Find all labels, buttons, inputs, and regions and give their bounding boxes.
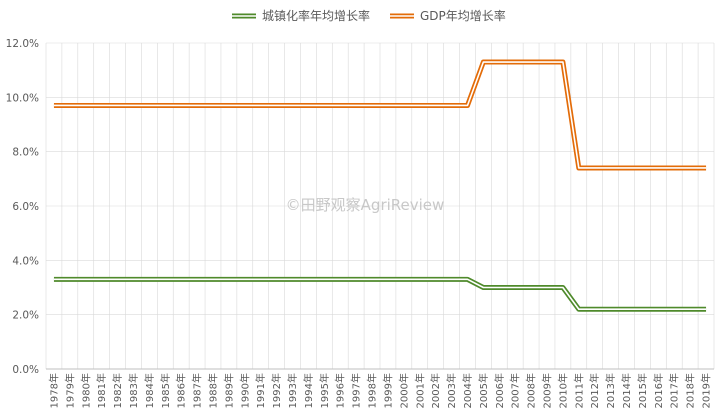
x-tick-label: 2012年	[588, 373, 601, 408]
y-tick-label: 10.0%	[6, 92, 39, 104]
y-tick-label: 6.0%	[12, 201, 39, 213]
x-tick-label: 2014年	[620, 373, 633, 408]
x-tick-label: 1982年	[111, 373, 124, 408]
x-tick-label: 1988年	[207, 373, 220, 408]
x-tick-label: 1980年	[79, 373, 92, 408]
watermark-text: ©田野观察AgriReview	[286, 196, 445, 214]
x-tick-label: 2005年	[477, 373, 490, 408]
x-tick-label: 1984年	[143, 373, 156, 408]
x-tick-label: 2003年	[445, 373, 458, 408]
x-tick-label: 1987年	[191, 373, 204, 408]
grid-layer	[45, 42, 715, 370]
x-tick-label: 2011年	[572, 373, 585, 408]
x-tick-label: 2013年	[604, 373, 617, 408]
x-tick-label: 2009年	[541, 373, 554, 408]
x-tick-label: 1990年	[238, 373, 251, 408]
series-layer	[53, 59, 707, 312]
x-tick-label: 1997年	[350, 373, 363, 408]
x-tick-label: 1999年	[381, 373, 394, 408]
x-tick-label: 1983年	[127, 373, 140, 408]
x-tick-label: 1991年	[254, 373, 267, 408]
x-tick-label: 2010年	[556, 373, 569, 408]
y-tick-label: 12.0%	[6, 38, 39, 50]
legend-label-urbanization: 城镇化率年均增长率	[262, 8, 370, 23]
x-tick-label: 1998年	[366, 373, 379, 408]
x-tick-label: 1989年	[222, 373, 235, 408]
x-tick-label: 1994年	[302, 373, 315, 408]
x-axis: 1978年 1979年 1980年 1981年 1982年 1983年 1984年 1985年…	[47, 373, 712, 408]
series-line-inner-gdp	[53, 61, 707, 169]
x-tick-label: 2006年	[493, 373, 506, 408]
x-tick-label: 2002年	[429, 373, 442, 408]
x-tick-label: 2004年	[461, 373, 474, 408]
x-tick-label: 2019年	[700, 373, 713, 408]
x-tick-label: 2001年	[413, 373, 426, 408]
x-tick-label: 2007年	[509, 373, 522, 408]
x-tick-label: 2017年	[668, 373, 681, 408]
x-tick-label: 2000年	[397, 373, 410, 408]
legend: 城镇化率年均增长率 GDP年均增长率	[232, 8, 506, 23]
y-tick-label: 0.0%	[12, 364, 39, 376]
x-tick-label: 2018年	[684, 373, 697, 408]
x-tick-label: 2016年	[652, 373, 665, 408]
y-tick-label: 8.0%	[12, 147, 39, 159]
x-tick-label: 1995年	[318, 373, 331, 408]
x-tick-label: 1986年	[175, 373, 188, 408]
x-tick-label: 2008年	[525, 373, 538, 408]
x-tick-label: 1985年	[159, 373, 172, 408]
series-line-inner-urbanization	[53, 278, 707, 311]
y-tick-label: 2.0%	[12, 310, 39, 322]
x-tick-label: 2015年	[636, 373, 649, 408]
x-tick-label: 1979年	[63, 373, 76, 408]
y-axis: 0.0% 2.0% 4.0% 6.0% 8.0% 10.0% 12.0%	[6, 38, 39, 376]
x-tick-label: 1981年	[95, 373, 108, 408]
x-tick-label: 1996年	[334, 373, 347, 408]
x-tick-label: 1978年	[47, 373, 60, 408]
x-tick-label: 1993年	[286, 373, 299, 408]
x-tick-label: 1992年	[270, 373, 283, 408]
y-tick-label: 4.0%	[12, 255, 39, 267]
legend-label-gdp: GDP年均增长率	[420, 8, 506, 23]
